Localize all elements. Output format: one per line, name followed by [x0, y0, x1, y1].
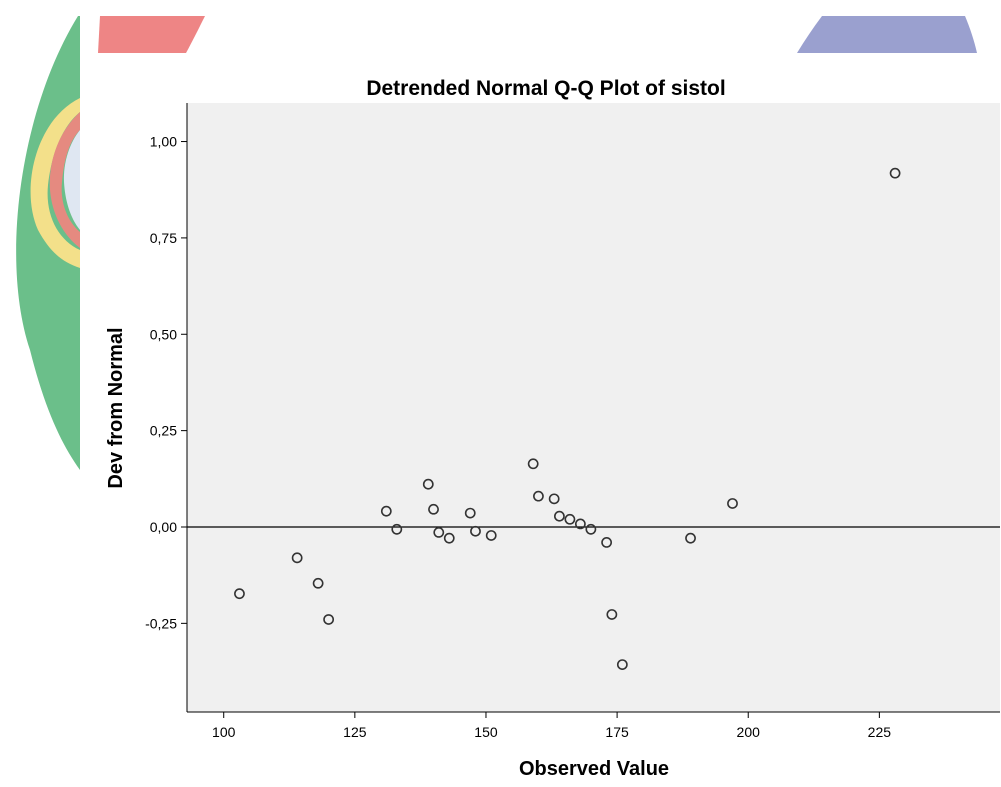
y-tick-label: 0,00 — [150, 519, 177, 535]
data-point — [564, 513, 576, 525]
decor-blue-shape — [797, 16, 977, 53]
data-point — [685, 532, 696, 544]
data-point — [464, 507, 476, 519]
background-decoration — [16, 16, 977, 470]
data-point — [616, 659, 628, 670]
data-point — [443, 532, 455, 544]
data-point — [291, 552, 303, 564]
x-tick-label: 150 — [474, 724, 498, 740]
y-axis-title: Dev from Normal — [105, 327, 127, 488]
data-point — [428, 503, 439, 515]
y-tick-label: 0,75 — [150, 230, 177, 246]
plot-area — [187, 103, 1000, 712]
data-point — [470, 525, 481, 537]
y-axis-ticks: -0,25 0,00 0,25 0,50 0,75 1,00 — [145, 134, 187, 631]
x-tick-label: 200 — [737, 724, 761, 740]
decor-globe — [63, 130, 80, 230]
x-tick-label: 125 — [343, 724, 367, 740]
data-point — [533, 490, 544, 502]
y-tick-label: 0,25 — [150, 423, 177, 439]
data-point — [889, 167, 901, 179]
data-point — [574, 518, 586, 530]
decor-yellow-ring — [30, 98, 80, 268]
data-point — [585, 523, 597, 535]
y-tick-label: 1,00 — [150, 134, 177, 150]
decor-red-ring — [49, 112, 80, 248]
chart-title: Detrended Normal Q-Q Plot of sistol — [366, 77, 725, 100]
data-point — [234, 588, 245, 600]
data-point — [727, 498, 738, 509]
data-point — [527, 458, 539, 470]
data-point — [433, 526, 445, 538]
data-point — [606, 609, 618, 620]
x-axis-title: Observed Value — [519, 758, 669, 780]
data-point — [391, 523, 403, 535]
x-tick-label: 225 — [868, 724, 892, 740]
x-tick-label: 100 — [212, 724, 236, 740]
decor-red-shape — [98, 16, 205, 53]
x-axis-ticks: 100 125 150 175 200 225 — [212, 712, 891, 740]
data-point — [485, 530, 497, 541]
data-point — [323, 614, 335, 625]
data-point — [312, 577, 324, 589]
data-point — [380, 505, 392, 517]
y-tick-label: 0,50 — [150, 326, 177, 342]
y-tick-label: -0,25 — [145, 615, 177, 631]
plot-marks — [187, 167, 1000, 670]
data-point — [548, 493, 560, 505]
x-tick-label: 175 — [605, 724, 629, 740]
data-point — [422, 478, 434, 490]
data-point — [601, 537, 613, 548]
data-point — [554, 510, 565, 522]
